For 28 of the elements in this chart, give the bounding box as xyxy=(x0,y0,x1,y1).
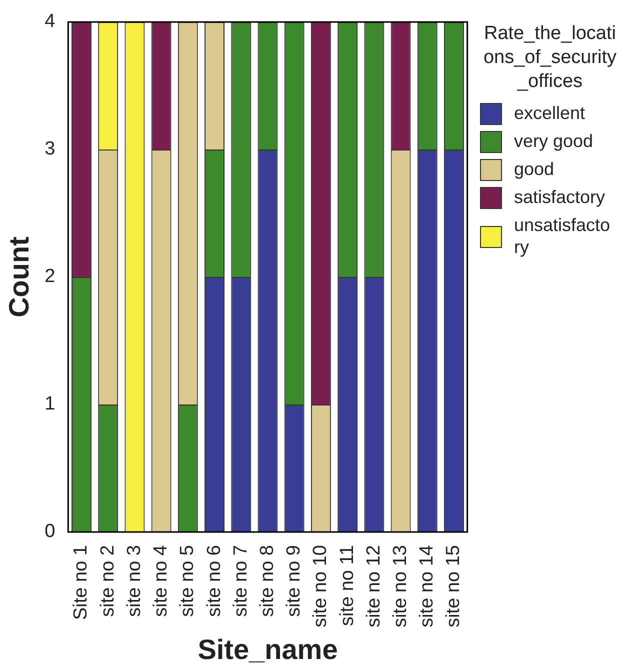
x-tick-label: site no 10 xyxy=(310,545,332,628)
x-tick-label: site no 15 xyxy=(443,545,464,628)
x-tick-label: site no 4 xyxy=(150,544,172,617)
y-tick-label: 0 xyxy=(44,521,56,542)
x-axis-title: Site_name xyxy=(198,634,338,665)
x-tick-label: site no 3 xyxy=(124,545,145,617)
x-tick-label: site no 2 xyxy=(97,545,118,617)
y-tick-label: 2 xyxy=(44,266,56,288)
y-axis-title: Count xyxy=(4,236,35,318)
legend-label: unsatisfactory xyxy=(514,215,612,258)
x-tick-label: site no 11 xyxy=(336,545,358,626)
x-tick-label: Site no 1 xyxy=(70,545,92,620)
legend-label: very good xyxy=(514,131,594,154)
x-tick-label: site no 12 xyxy=(363,545,384,628)
x-tick-label: site no 14 xyxy=(416,544,438,628)
x-tick-label: site no 5 xyxy=(177,545,198,617)
legend-label: excellent xyxy=(514,103,586,126)
legend-label: good xyxy=(514,159,556,182)
x-tick-label: site no 8 xyxy=(256,545,278,617)
x-tick-label: site no 7 xyxy=(230,545,252,617)
y-tick-label: 1 xyxy=(44,394,56,415)
x-tick-label: site no 13 xyxy=(390,545,412,628)
x-tick-label: site no 6 xyxy=(204,545,225,617)
legend-label: satisfactory xyxy=(514,187,606,210)
y-tick-label: 3 xyxy=(44,138,56,160)
y-tick-label: 4 xyxy=(44,11,56,32)
legend-title: Rate_the_locations_of_security_offices xyxy=(482,22,618,94)
x-tick-label: site no 9 xyxy=(284,545,305,617)
